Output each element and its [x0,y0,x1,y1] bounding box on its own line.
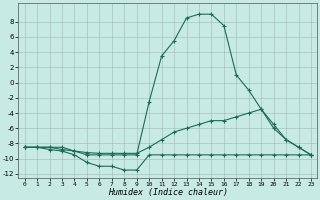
X-axis label: Humidex (Indice chaleur): Humidex (Indice chaleur) [108,188,228,197]
